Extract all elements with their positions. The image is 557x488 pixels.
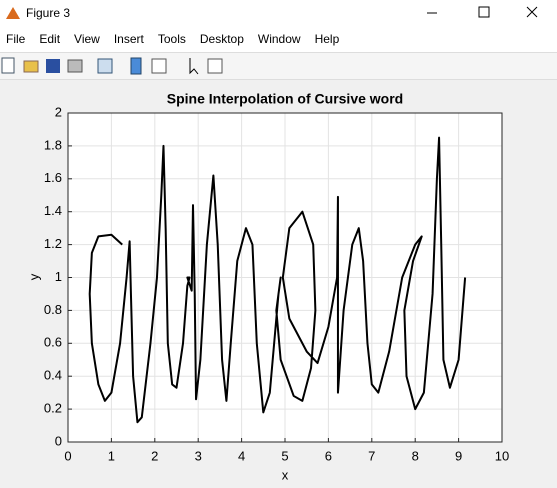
chart-title: Spine Interpolation of Cursive word: [167, 91, 403, 107]
x-tick-label: 1: [108, 448, 115, 463]
y-tick-label: 0.2: [44, 401, 62, 416]
menu-item[interactable]: Help: [314, 32, 340, 46]
menu-item[interactable]: View: [74, 32, 100, 46]
chart: Spine Interpolation of Cursive word x y …: [0, 80, 557, 488]
menu-item[interactable]: Window: [257, 32, 301, 46]
x-axis-label: x: [282, 467, 289, 482]
x-tick-label: 0: [64, 448, 71, 463]
y-tick-label: 1.8: [44, 137, 62, 152]
axes-box: [67, 112, 503, 443]
x-tick-label: 10: [495, 448, 509, 463]
toolbar-icons[interactable]: [0, 53, 240, 79]
menu-bar: File Edit View Insert Tools Desktop Window Help: [0, 26, 557, 52]
y-tick-label: 0.4: [44, 368, 62, 383]
menu-item[interactable]: Insert: [113, 32, 144, 46]
x-tick-label: 3: [195, 448, 202, 463]
app-icon: [6, 7, 20, 19]
toolbar: [0, 52, 557, 80]
menu-item[interactable]: File: [6, 32, 26, 46]
y-tick-label: 1.4: [44, 203, 62, 218]
x-tick-label: 8: [412, 448, 419, 463]
y-axis-label: y: [26, 273, 41, 280]
y-tick-label: 0.6: [44, 335, 62, 350]
x-tick-label: 4: [238, 448, 245, 463]
menu-item[interactable]: Desktop: [199, 32, 244, 46]
x-tick-label: 6: [325, 448, 332, 463]
title-bar: Figure 3: [0, 0, 557, 26]
window-title: Figure 3: [26, 6, 71, 20]
y-tick-label: 0.8: [44, 302, 62, 317]
y-tick-label: 2: [55, 104, 62, 119]
menu-item[interactable]: Tools: [157, 32, 186, 46]
x-tick-label: 9: [455, 448, 462, 463]
menu-item[interactable]: Edit: [39, 32, 61, 46]
x-tick-label: 7: [368, 448, 375, 463]
y-tick-label: 1.6: [44, 170, 62, 185]
x-tick-label: 5: [281, 448, 288, 463]
window-controls[interactable]: [417, 0, 557, 26]
y-tick-label: 1: [55, 269, 62, 284]
y-tick-label: 1.2: [44, 236, 62, 251]
data-line: [88, 136, 467, 424]
x-tick-label: 2: [151, 448, 158, 463]
y-tick-label: 0: [55, 433, 62, 448]
